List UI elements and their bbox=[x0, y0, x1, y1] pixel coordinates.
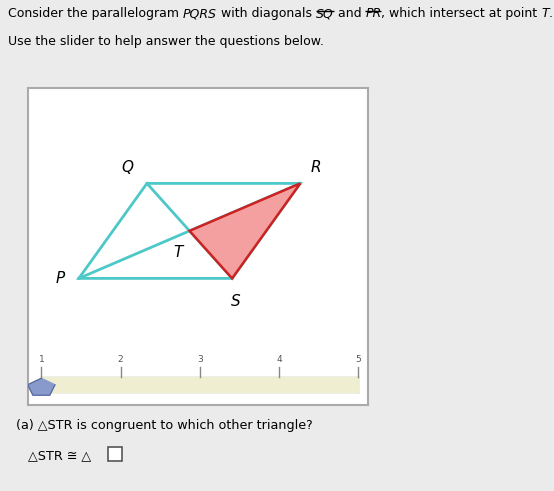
Text: 3: 3 bbox=[197, 355, 203, 364]
Text: , which intersect at point: , which intersect at point bbox=[381, 7, 541, 20]
Text: Consider the parallelogram: Consider the parallelogram bbox=[8, 7, 183, 20]
Text: 1: 1 bbox=[38, 355, 44, 364]
Text: with diagonals: with diagonals bbox=[217, 7, 316, 20]
Text: 5: 5 bbox=[355, 355, 361, 364]
Text: △STR ≅ △: △STR ≅ △ bbox=[28, 449, 91, 462]
Text: T: T bbox=[541, 7, 549, 20]
Text: (a) △STR is congruent to which other triangle?: (a) △STR is congruent to which other tri… bbox=[16, 419, 313, 432]
Text: Use the slider to help answer the questions below.: Use the slider to help answer the questi… bbox=[8, 35, 324, 48]
Text: PR: PR bbox=[365, 7, 381, 20]
Text: R: R bbox=[310, 161, 321, 175]
Text: Q: Q bbox=[121, 161, 134, 175]
Text: .: . bbox=[549, 7, 553, 20]
Polygon shape bbox=[28, 379, 55, 395]
Text: 4: 4 bbox=[276, 355, 282, 364]
Polygon shape bbox=[189, 184, 300, 278]
Text: T: T bbox=[173, 245, 183, 260]
Text: SQ: SQ bbox=[316, 7, 334, 20]
Text: PQRS: PQRS bbox=[183, 7, 217, 20]
Text: S: S bbox=[230, 294, 240, 309]
Text: and: and bbox=[334, 7, 365, 20]
FancyBboxPatch shape bbox=[108, 447, 122, 461]
Text: P: P bbox=[56, 271, 65, 286]
Text: 2: 2 bbox=[118, 355, 124, 364]
